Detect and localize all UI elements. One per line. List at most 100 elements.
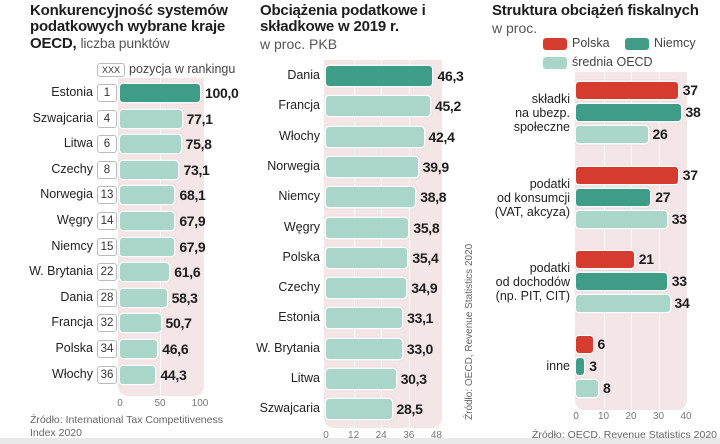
- value-label: 67,9: [179, 238, 206, 255]
- x-tick-label: 0: [573, 411, 579, 422]
- bar: [120, 84, 200, 102]
- chart1-source: Źródło: International Tax Competitivenes…: [30, 414, 223, 439]
- value-label: 38,8: [420, 189, 447, 206]
- category-label: Włochy: [279, 128, 320, 143]
- rank-badge: 22: [97, 263, 117, 282]
- category-label: Niemcy: [51, 238, 93, 253]
- value-label: 67,9: [179, 213, 206, 229]
- value-label: 45,2: [434, 98, 462, 115]
- value-label: 42,4: [428, 128, 455, 145]
- value-label: 61,6: [174, 264, 201, 281]
- x-tick-label: 100: [191, 398, 209, 409]
- bar: [576, 126, 648, 143]
- x-tick-label: 0: [117, 398, 123, 409]
- category-label: od konsumcji: [497, 191, 570, 205]
- category-label: (np. PIT, CIT): [495, 289, 570, 303]
- bar: [576, 167, 678, 184]
- rank-badge: 1: [97, 84, 117, 102]
- chart2-title: Obciążenia podatkowe i składkowe w 2019 …: [260, 2, 426, 35]
- value-label: 6: [597, 336, 606, 352]
- bar: [576, 380, 598, 397]
- x-tick-label: 48: [430, 430, 442, 441]
- chart3-subtitle: w proc.: [492, 20, 538, 36]
- bar: [120, 365, 156, 384]
- value-label: 46,6: [162, 341, 189, 357]
- category-label: Dania: [287, 68, 320, 82]
- bar: [120, 160, 179, 179]
- category-label: Norwegia: [267, 158, 320, 173]
- value-label: 33: [671, 211, 687, 227]
- category-label: Francja: [51, 315, 93, 330]
- bar: [576, 251, 634, 268]
- value-label: 35,4: [412, 249, 439, 266]
- category-label: Polska: [55, 341, 93, 355]
- x-tick-label: 12: [348, 430, 360, 441]
- category-label: od dochodów: [495, 275, 570, 289]
- value-label: 35,8: [413, 219, 440, 236]
- rank-badge: 8: [97, 160, 117, 179]
- bar: [326, 217, 409, 238]
- value-label: 46,3: [437, 68, 464, 84]
- value-label: 28,5: [396, 401, 423, 418]
- bar: [120, 288, 167, 307]
- value-label: 58,3: [171, 289, 198, 306]
- chart2-plot-area: [324, 60, 442, 428]
- x-tick-label: 10: [597, 411, 610, 422]
- bar: [120, 263, 170, 282]
- value-label: 27: [655, 189, 671, 205]
- category-label: podatki: [529, 177, 570, 191]
- bar: [120, 109, 182, 128]
- bar: [326, 96, 430, 117]
- legend-label-oecd: średnia OECD: [572, 55, 653, 69]
- rank-badge: 14: [97, 212, 117, 230]
- category-label: Czechy: [278, 280, 320, 295]
- gridline: [658, 72, 660, 410]
- chart3-title: Struktura obciążeń fiskalnych: [492, 2, 699, 19]
- bar: [326, 187, 416, 208]
- bar: [120, 314, 161, 333]
- category-label: Polska: [282, 249, 320, 264]
- category-label: W. Brytania: [256, 340, 320, 355]
- bar: [120, 340, 158, 358]
- bar: [576, 82, 678, 99]
- bar: [326, 278, 407, 299]
- rank-legend-box: XXX: [97, 63, 125, 77]
- bar: [120, 135, 181, 154]
- value-label: 34,9: [411, 280, 438, 297]
- gridline: [381, 60, 383, 428]
- category-label: Litwa: [290, 371, 320, 385]
- rank-badge: 13: [97, 186, 117, 205]
- chart1-title: Konkurencyjność systemów podatkowych wyb…: [30, 3, 260, 52]
- category-label: społeczne: [513, 120, 570, 134]
- bar: [326, 126, 424, 147]
- value-label: 33,0: [406, 340, 433, 357]
- rank-badge: 6: [97, 135, 117, 154]
- value-label: 21: [638, 251, 654, 267]
- value-label: 37: [682, 167, 698, 183]
- gridline: [603, 72, 605, 410]
- category-label: Czechy: [51, 161, 93, 176]
- category-label: Szwajcaria: [32, 110, 93, 125]
- category-label: składki: [531, 92, 570, 106]
- category-label: Dania: [60, 289, 93, 304]
- category-label: W. Brytania: [29, 264, 93, 279]
- bar: [120, 212, 175, 230]
- gridline: [353, 60, 355, 428]
- value-label: 30,3: [400, 371, 427, 387]
- value-label: 100,0: [205, 85, 239, 101]
- category-label: na ubezp.: [515, 106, 570, 120]
- chart1-subtitle: liczba punktów: [80, 35, 170, 51]
- category-label: Szwajcaria: [259, 401, 320, 416]
- bar: [326, 369, 396, 389]
- x-tick-label: 24: [375, 430, 387, 441]
- value-label: 8: [603, 380, 611, 396]
- value-label: 33,1: [407, 310, 434, 327]
- value-label: 39,9: [422, 158, 449, 175]
- legend-swatch-oecd: [543, 57, 567, 69]
- value-label: 3: [589, 358, 597, 374]
- bar: [326, 66, 433, 86]
- value-label: 75,8: [185, 136, 212, 153]
- bottom-border: [0, 438, 720, 444]
- value-label: 44,3: [160, 366, 187, 383]
- category-label: Włochy: [52, 366, 93, 381]
